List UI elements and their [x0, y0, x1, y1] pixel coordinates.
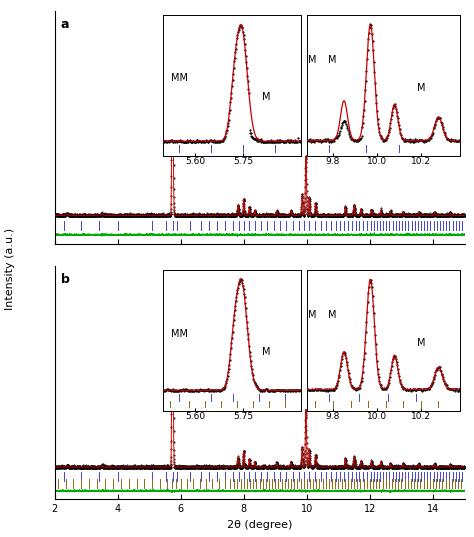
Text: Intensity (a.u.): Intensity (a.u.): [5, 228, 15, 309]
Text: b: b: [61, 273, 70, 286]
X-axis label: 2θ (degree): 2θ (degree): [227, 520, 292, 530]
Text: a: a: [61, 18, 69, 31]
